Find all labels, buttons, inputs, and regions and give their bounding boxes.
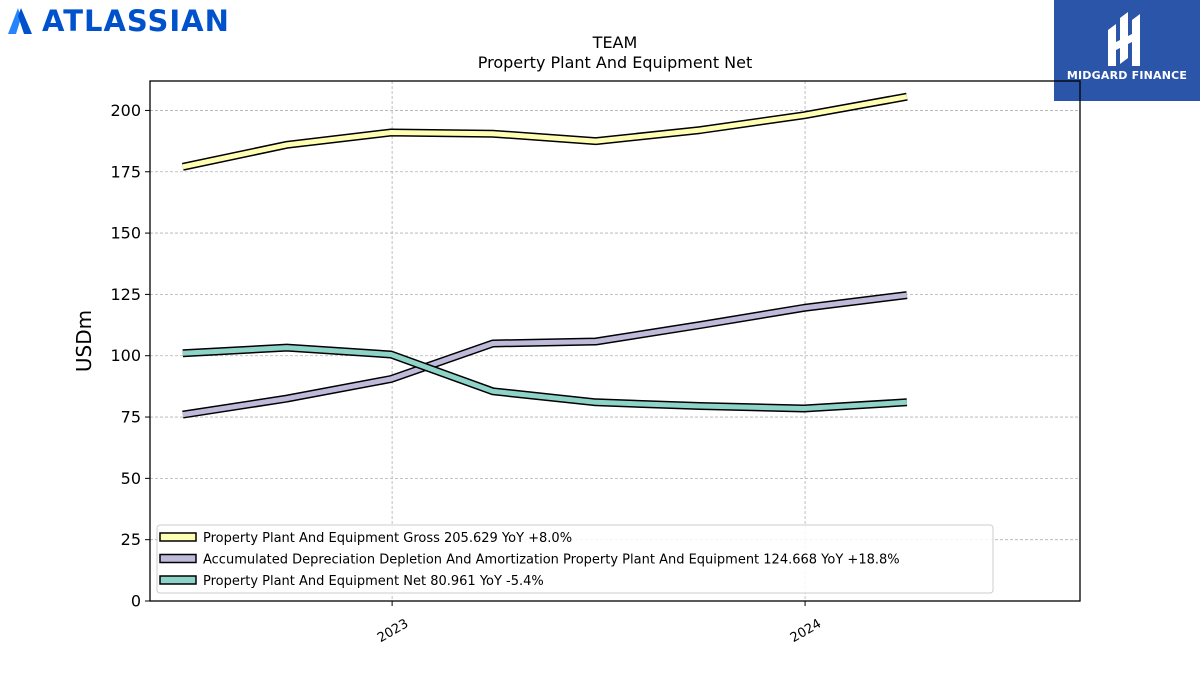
chart-title: TEAM bbox=[592, 33, 638, 52]
legend-label-0: Property Plant And Equipment Gross 205.6… bbox=[203, 531, 572, 546]
y-tick-label: 75 bbox=[121, 408, 141, 427]
midgard-finance-logo: MIDGARD FINANCE bbox=[1054, 0, 1200, 101]
legend-label-1: Accumulated Depreciation Depletion And A… bbox=[203, 553, 900, 568]
x-tick-label: 2024 bbox=[788, 616, 824, 646]
chart-subtitle: Property Plant And Equipment Net bbox=[478, 53, 753, 72]
legend-swatch-1 bbox=[159, 553, 197, 564]
series-line-0 bbox=[182, 94, 908, 170]
series-line-2 bbox=[182, 345, 908, 411]
midgard-mark-icon bbox=[1108, 12, 1140, 66]
y-tick-label: 0 bbox=[131, 592, 141, 611]
midgard-finance-text: MIDGARD FINANCE bbox=[1066, 69, 1188, 82]
y-axis: 0 25 50 75 100 125 150 175 200 bbox=[110, 101, 150, 611]
plot-frame bbox=[149, 80, 1081, 602]
y-tick-label: 150 bbox=[110, 224, 141, 243]
y-tick-label: 125 bbox=[110, 285, 141, 304]
y-axis-label: USDm bbox=[72, 310, 96, 372]
y-tick-label: 175 bbox=[110, 162, 141, 181]
legend: Property Plant And Equipment Gross 205.6… bbox=[156, 524, 994, 594]
x-tick-label: 2023 bbox=[375, 616, 411, 646]
atlassian-logo: ATLASSIAN bbox=[4, 4, 230, 38]
y-tick-label: 100 bbox=[110, 346, 141, 365]
y-tick-label: 25 bbox=[121, 530, 141, 549]
series-outline-0 bbox=[181, 92, 908, 171]
atlassian-logo-text: ATLASSIAN bbox=[42, 4, 230, 38]
series-lines bbox=[181, 92, 908, 419]
series-line-1 bbox=[182, 292, 908, 418]
legend-swatch-0 bbox=[159, 532, 197, 542]
legend-box bbox=[156, 524, 994, 594]
legend-label-2: Property Plant And Equipment Net 80.961 … bbox=[203, 574, 544, 589]
y-tick-label: 50 bbox=[121, 469, 141, 488]
x-axis: 2023 2024 bbox=[375, 601, 824, 646]
y-tick-label: 200 bbox=[110, 101, 141, 120]
legend-swatch-2 bbox=[159, 575, 197, 585]
atlassian-mark-icon bbox=[8, 8, 32, 34]
